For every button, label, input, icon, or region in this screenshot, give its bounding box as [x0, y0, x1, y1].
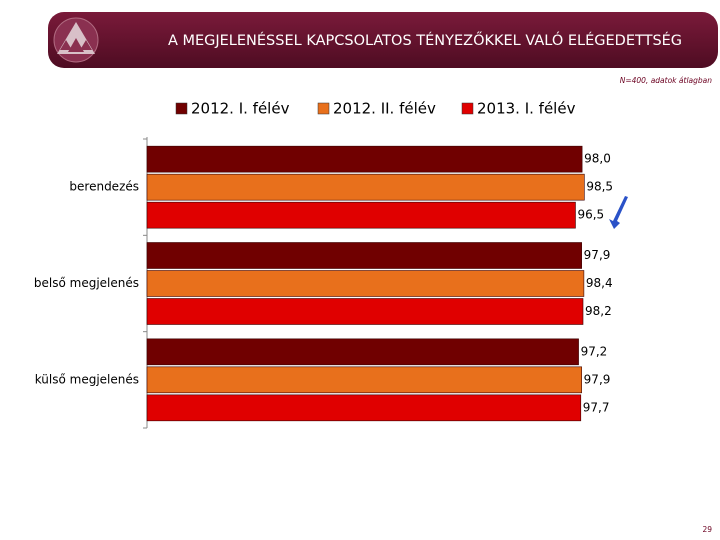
value-label: 98,4 — [586, 276, 613, 290]
legend-label: 2012. I. félév — [191, 100, 290, 118]
header-bar — [48, 12, 718, 68]
bar — [146, 298, 584, 325]
value-label: 98,0 — [584, 152, 611, 166]
bar — [146, 338, 579, 366]
note: N=400, adatok átlagban — [620, 76, 713, 85]
bar — [146, 242, 582, 269]
page-number: 29 — [702, 525, 712, 534]
y-tick-label: belső megjelenés — [34, 276, 139, 290]
legend-swatch — [461, 102, 474, 115]
legend-label: 2012. II. félév — [333, 100, 436, 118]
value-label: 98,2 — [585, 304, 612, 318]
value-label: 96,5 — [577, 208, 604, 222]
legend-swatch — [317, 102, 330, 115]
bar — [146, 366, 582, 394]
legend-swatch — [175, 102, 188, 115]
bar — [146, 394, 582, 422]
value-label: 97,9 — [584, 248, 611, 262]
bar — [146, 201, 576, 229]
value-label: 97,9 — [584, 372, 611, 386]
y-tick-label: külső megjelenés — [35, 372, 139, 386]
y-tick-label: berendezés — [69, 180, 139, 194]
bar — [146, 270, 585, 297]
arrow-annotation — [609, 196, 628, 229]
value-label: 97,2 — [581, 344, 608, 358]
bar — [146, 173, 585, 201]
legend-label: 2013. I. félév — [477, 100, 576, 118]
value-label: 97,7 — [583, 400, 610, 414]
bar — [146, 145, 583, 173]
value-label: 98,5 — [586, 180, 613, 194]
logo — [53, 17, 99, 63]
chart-title: A MEGJELENÉSSEL KAPCSOLATOS TÉNYEZŐKKEL … — [168, 31, 682, 49]
